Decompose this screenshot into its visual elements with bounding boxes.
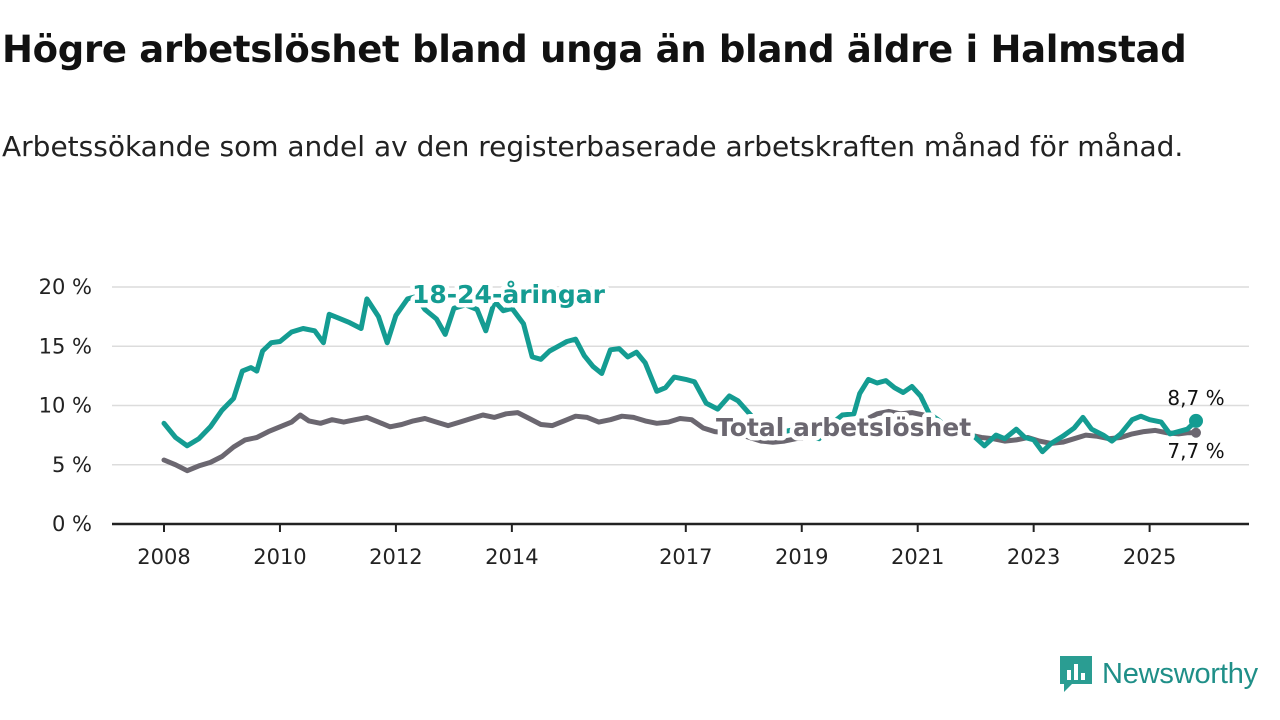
chart-title: Högre arbetslöshet bland unga än bland ä… [2, 28, 1187, 71]
x-axis-ticks: 2008 2010 2012 2014 2017 2019 2021 2023 2025 [137, 524, 1176, 569]
series-label-total-halo: Total arbetslöshet [716, 413, 971, 442]
y-tick-label: 0 % [52, 512, 92, 536]
x-tick-label: 2012 [369, 545, 422, 569]
brand-logo: Newsworthy [1058, 654, 1258, 694]
x-tick-label: 2017 [659, 545, 712, 569]
series-line-total [161, 408, 1199, 474]
end-value-total: 7,7 % [1167, 439, 1224, 463]
series-label-young-halo: 18-24-åringar [412, 280, 606, 309]
y-axis-ticks: 0 % 5 % 10 % 15 % 20 % [39, 275, 92, 536]
y-tick-label: 10 % [39, 394, 92, 418]
y-tick-label: 5 % [52, 453, 92, 477]
x-tick-label: 2021 [891, 545, 944, 569]
chart-subtitle: Arbetssökande som andel av den registerb… [2, 130, 1184, 163]
end-value-young: 8,7 % [1167, 386, 1224, 410]
end-values: 8,7 % 7,7 % [1167, 386, 1224, 463]
x-tick-label: 2019 [775, 545, 828, 569]
x-tick-label: 2010 [253, 545, 306, 569]
end-point-total [1191, 427, 1201, 438]
series-label-young: 18-24-åringar [412, 280, 606, 309]
series-line-young [161, 294, 1199, 455]
newsworthy-icon [1060, 656, 1092, 692]
x-tick-label: 2014 [485, 545, 538, 569]
end-point-young [1189, 413, 1203, 428]
series-lines [161, 294, 1199, 474]
x-tick-label: 2008 [137, 545, 190, 569]
x-tick-label: 2025 [1123, 545, 1176, 569]
series-label-total: Total arbetslöshet [716, 413, 971, 442]
y-tick-label: 15 % [39, 334, 92, 358]
x-tick-label: 2023 [1007, 545, 1060, 569]
gridlines [112, 286, 1249, 466]
y-tick-label: 20 % [39, 275, 92, 299]
brand-name: Newsworthy [1102, 657, 1258, 690]
